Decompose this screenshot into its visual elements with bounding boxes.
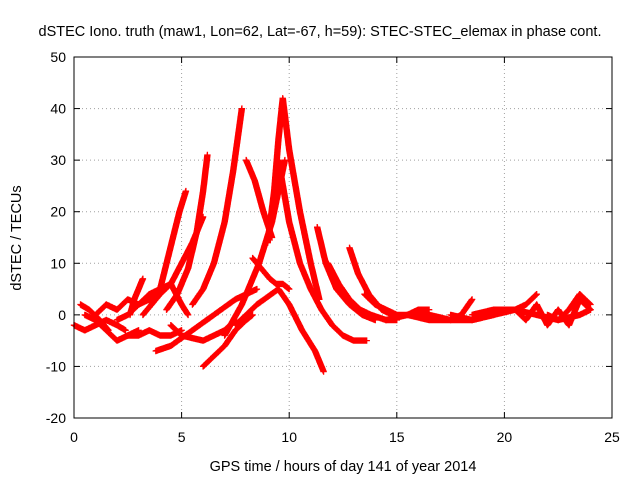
point-trail — [163, 151, 211, 313]
y-tick-label: 40 — [50, 101, 66, 117]
plot-frame — [73, 56, 613, 419]
y-tick-label: 0 — [58, 307, 66, 323]
point-trail — [468, 291, 540, 319]
chart-title: dSTEC Iono. truth (maw1, Lon=62, Lat=-67… — [39, 24, 602, 40]
series-arc-11 — [189, 105, 246, 308]
y-tick-label: 10 — [50, 255, 66, 271]
y-tick-label: -20 — [46, 410, 66, 426]
point-trail — [189, 105, 246, 308]
x-tick-label: 15 — [389, 429, 405, 445]
x-tick-label: 5 — [178, 429, 186, 445]
series-arc-17 — [264, 95, 323, 303]
series-arc-30 — [544, 291, 594, 324]
series-arc-14 — [199, 311, 256, 370]
axis-ticks: 0 5 10 15 20 25 -20 -10 0 10 20 30 40 50 — [46, 49, 620, 445]
point-trail — [544, 291, 594, 324]
point-trail — [232, 285, 327, 375]
point-trail — [264, 95, 323, 303]
series-arc-10 — [163, 151, 211, 313]
series-arc-28 — [468, 291, 540, 319]
x-tick-label: 20 — [497, 429, 513, 445]
point-trail — [126, 275, 147, 319]
point-trail — [275, 156, 370, 344]
series-arc-18 — [232, 285, 327, 375]
point-trail — [199, 311, 256, 370]
grid — [74, 57, 612, 418]
x-tick-label: 10 — [281, 429, 297, 445]
y-tick-label: 20 — [50, 204, 66, 220]
y-tick-label: -10 — [46, 358, 66, 374]
y-tick-label: 50 — [50, 49, 66, 65]
series-arc-20 — [275, 156, 370, 344]
point-trail — [512, 296, 594, 329]
x-tick-label: 25 — [604, 429, 620, 445]
data-points — [70, 95, 594, 375]
y-tick-label: 30 — [50, 152, 66, 168]
x-tick-label: 0 — [70, 429, 78, 445]
x-axis-label: GPS time / hours of day 141 of year 2014 — [210, 459, 477, 475]
series-arc-29 — [512, 296, 594, 329]
series-arc-7 — [126, 275, 147, 319]
y-axis-label: dSTEC / TECUs — [9, 185, 25, 290]
